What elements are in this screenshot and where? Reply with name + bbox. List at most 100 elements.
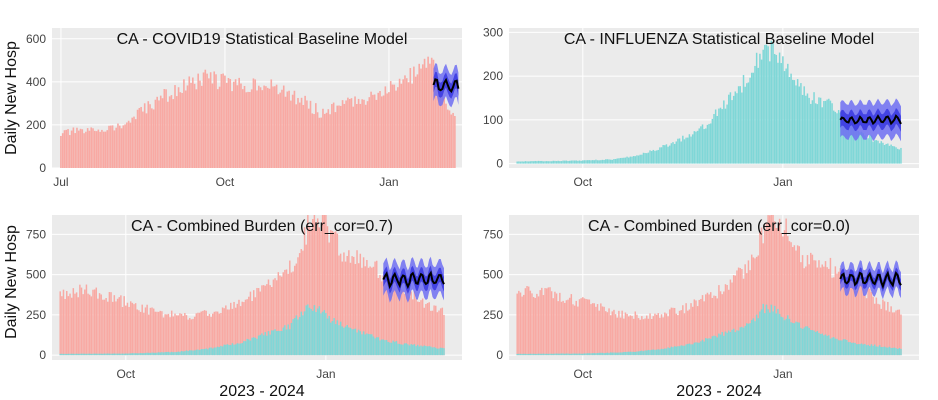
bar	[716, 337, 719, 356]
bar	[334, 324, 337, 356]
bar	[306, 100, 308, 168]
bar	[192, 77, 194, 168]
bar	[883, 144, 886, 164]
bar	[637, 351, 640, 356]
bar	[775, 54, 778, 164]
bar	[900, 348, 902, 356]
bar	[890, 306, 892, 356]
bar	[724, 108, 727, 164]
bar	[823, 101, 825, 164]
y-tick-label: 750	[26, 227, 46, 241]
bar	[246, 338, 248, 356]
bar	[261, 285, 263, 356]
panel-2: 0 100 200 300 Oct Jan CA - INFLUENZA Statistic…	[483, 25, 919, 189]
bar	[813, 330, 815, 356]
bar	[552, 160, 555, 164]
bar	[728, 289, 730, 356]
bar	[284, 325, 286, 356]
bar	[328, 242, 330, 356]
bar	[624, 312, 627, 356]
bar	[62, 289, 65, 356]
bar	[125, 353, 127, 356]
bar	[521, 353, 523, 356]
bar	[409, 68, 412, 168]
bar	[123, 353, 125, 356]
bar	[200, 311, 202, 356]
bar	[642, 319, 645, 356]
bar	[888, 145, 891, 164]
bar	[854, 129, 856, 164]
bar	[767, 215, 769, 356]
bar	[228, 309, 230, 356]
bar	[887, 347, 889, 356]
bar	[187, 319, 189, 356]
bar	[141, 304, 143, 356]
bar	[420, 68, 422, 168]
bar	[384, 340, 386, 356]
bar	[61, 353, 63, 356]
bar	[367, 267, 370, 356]
bar	[156, 96, 158, 168]
bar	[341, 326, 344, 356]
bar	[384, 86, 387, 168]
bar	[549, 161, 551, 164]
bar	[192, 350, 194, 356]
y-tick-label: 200	[483, 69, 503, 83]
bar	[343, 252, 345, 356]
bar	[683, 139, 686, 164]
bar	[793, 323, 796, 356]
bar	[709, 338, 712, 356]
bar	[545, 161, 548, 164]
bar	[851, 121, 853, 164]
bar	[359, 103, 362, 168]
bar	[123, 296, 125, 356]
bar	[295, 263, 298, 356]
bar	[760, 227, 763, 356]
bar	[170, 95, 173, 168]
bar	[129, 301, 132, 356]
bar	[590, 160, 592, 164]
bar	[537, 160, 540, 164]
bar	[259, 87, 262, 168]
bar	[806, 93, 809, 164]
bar	[703, 301, 705, 356]
bar	[154, 311, 157, 356]
bar	[695, 131, 697, 164]
bar	[646, 350, 648, 356]
bar	[832, 277, 835, 356]
bar	[313, 215, 316, 356]
bar	[773, 53, 776, 164]
bar	[413, 290, 416, 356]
bar	[701, 295, 704, 356]
bar	[330, 322, 332, 356]
bar	[204, 69, 207, 168]
bar	[668, 348, 671, 356]
bar	[844, 279, 846, 356]
bar	[249, 340, 252, 356]
bar	[608, 159, 610, 164]
bar	[705, 294, 707, 356]
bar	[326, 226, 329, 356]
bar	[693, 342, 696, 356]
bar	[108, 353, 111, 356]
bar	[731, 329, 733, 356]
bar	[334, 231, 337, 356]
bar	[400, 344, 403, 356]
y-tick-label: 750	[483, 227, 503, 241]
bar	[582, 160, 584, 164]
bar	[654, 313, 656, 356]
bar	[564, 302, 566, 356]
bar	[185, 315, 188, 356]
bar	[637, 155, 640, 164]
bar	[609, 159, 612, 164]
bar	[90, 353, 93, 356]
bar	[192, 318, 194, 356]
bar	[750, 72, 753, 164]
bar	[218, 86, 221, 168]
bar	[518, 161, 520, 164]
bar	[149, 352, 152, 356]
bar	[215, 74, 217, 168]
bar	[572, 304, 574, 356]
bar	[590, 353, 592, 356]
bar	[532, 297, 535, 356]
